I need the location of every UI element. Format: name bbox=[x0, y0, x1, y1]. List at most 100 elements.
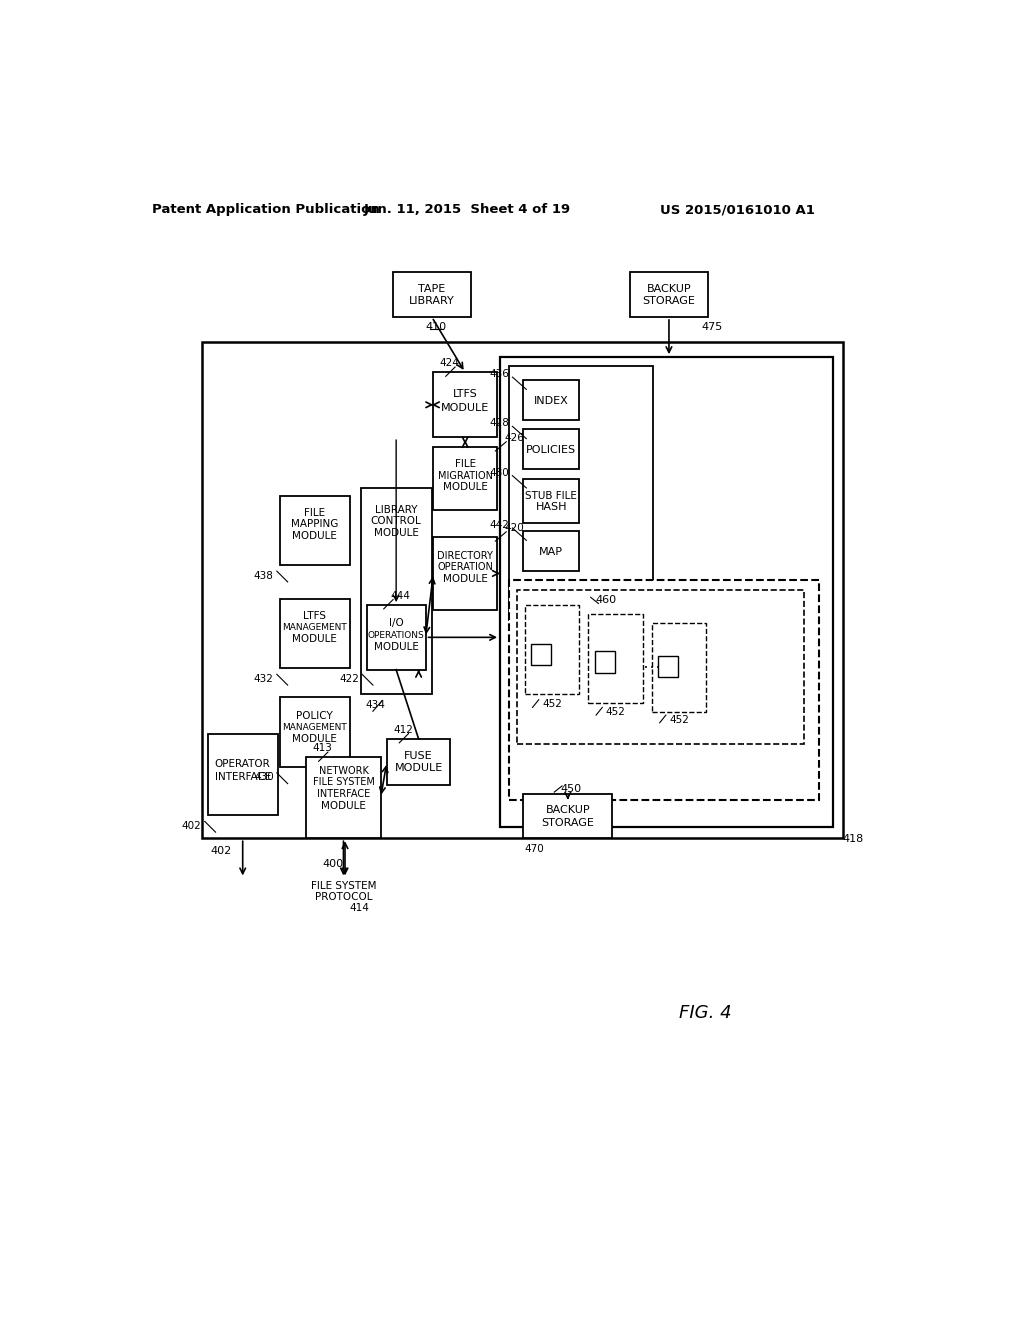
Text: INTERFACE: INTERFACE bbox=[316, 788, 370, 799]
Text: 402: 402 bbox=[211, 846, 232, 855]
Text: STORAGE: STORAGE bbox=[542, 818, 594, 828]
Bar bbox=[387, 739, 451, 785]
Bar bbox=[433, 447, 497, 511]
Text: 410: 410 bbox=[426, 322, 447, 333]
Bar bbox=[509, 581, 819, 800]
Bar bbox=[433, 372, 497, 437]
Text: 450: 450 bbox=[561, 784, 582, 795]
Bar bbox=[523, 380, 579, 420]
Text: FILE: FILE bbox=[455, 459, 476, 469]
Text: MODULE: MODULE bbox=[292, 531, 337, 541]
Text: LIBRARY: LIBRARY bbox=[409, 296, 455, 306]
Text: PROTOCOL: PROTOCOL bbox=[314, 892, 372, 902]
Text: POLICIES: POLICIES bbox=[526, 445, 577, 455]
Bar bbox=[595, 651, 614, 673]
Bar bbox=[589, 614, 643, 702]
Text: MAP: MAP bbox=[540, 546, 563, 557]
Text: MANAGEMENT: MANAGEMENT bbox=[283, 723, 347, 731]
Bar bbox=[523, 429, 579, 470]
Text: 428: 428 bbox=[489, 418, 509, 428]
Bar bbox=[280, 599, 349, 668]
Text: Jun. 11, 2015  Sheet 4 of 19: Jun. 11, 2015 Sheet 4 of 19 bbox=[364, 203, 571, 216]
Text: 424: 424 bbox=[439, 358, 460, 368]
Bar bbox=[280, 697, 349, 767]
Bar bbox=[630, 272, 708, 317]
Text: MODULE: MODULE bbox=[321, 801, 366, 810]
Text: 470: 470 bbox=[524, 843, 544, 854]
Text: MODULE: MODULE bbox=[292, 734, 337, 744]
Text: NETWORK: NETWORK bbox=[318, 767, 369, 776]
Text: 434: 434 bbox=[366, 700, 385, 710]
Text: TAPE: TAPE bbox=[418, 284, 445, 293]
Text: 413: 413 bbox=[312, 743, 333, 754]
Text: US 2015/0161010 A1: US 2015/0161010 A1 bbox=[659, 203, 814, 216]
Text: FUSE: FUSE bbox=[404, 751, 433, 760]
Text: 452: 452 bbox=[542, 700, 562, 709]
Text: 480: 480 bbox=[489, 467, 509, 478]
Text: CONTROL: CONTROL bbox=[371, 516, 422, 527]
Text: 430: 430 bbox=[254, 772, 273, 783]
Text: •: • bbox=[644, 665, 648, 671]
Text: 418: 418 bbox=[843, 834, 864, 843]
Text: OPERATIONS: OPERATIONS bbox=[368, 631, 425, 639]
Text: OPERATION: OPERATION bbox=[437, 561, 494, 572]
Bar bbox=[280, 496, 349, 565]
Text: MIGRATION: MIGRATION bbox=[437, 471, 493, 480]
Text: BACKUP: BACKUP bbox=[546, 805, 590, 814]
Text: MODULE: MODULE bbox=[374, 528, 419, 537]
Text: MODULE: MODULE bbox=[374, 642, 419, 652]
Text: INTERFACE: INTERFACE bbox=[214, 772, 271, 781]
Bar bbox=[360, 488, 432, 694]
Bar bbox=[652, 623, 707, 711]
Text: 438: 438 bbox=[254, 570, 273, 581]
Text: 426: 426 bbox=[505, 433, 524, 444]
Text: LTFS: LTFS bbox=[303, 611, 327, 620]
Bar bbox=[202, 342, 844, 838]
Bar bbox=[523, 795, 612, 838]
Text: MODULE: MODULE bbox=[442, 574, 487, 583]
Text: MODULE: MODULE bbox=[442, 482, 487, 492]
Text: INDEX: INDEX bbox=[534, 396, 568, 407]
Text: LTFS: LTFS bbox=[453, 389, 477, 399]
Text: •: • bbox=[650, 665, 654, 671]
Text: 414: 414 bbox=[349, 903, 369, 912]
Bar bbox=[208, 734, 278, 816]
Text: STUB FILE: STUB FILE bbox=[525, 491, 578, 500]
Text: 400: 400 bbox=[323, 859, 344, 870]
Bar bbox=[658, 656, 678, 677]
Text: 452: 452 bbox=[669, 714, 689, 725]
Text: FILE SYSTEM: FILE SYSTEM bbox=[310, 880, 376, 891]
Text: MODULE: MODULE bbox=[394, 763, 442, 774]
Bar bbox=[306, 758, 381, 838]
Text: FIG. 4: FIG. 4 bbox=[679, 1005, 732, 1022]
Bar bbox=[523, 479, 579, 524]
Text: DIRECTORY: DIRECTORY bbox=[437, 550, 494, 561]
Text: BACKUP: BACKUP bbox=[646, 284, 691, 293]
Text: 402: 402 bbox=[182, 821, 202, 832]
Bar bbox=[524, 605, 579, 693]
Text: 412: 412 bbox=[393, 725, 413, 735]
Text: MAPPING: MAPPING bbox=[291, 519, 339, 529]
Text: 444: 444 bbox=[390, 591, 410, 601]
Text: 420: 420 bbox=[505, 523, 524, 533]
Text: Patent Application Publication: Patent Application Publication bbox=[153, 203, 380, 216]
Text: 442: 442 bbox=[489, 520, 509, 529]
Bar bbox=[367, 605, 426, 669]
Text: FILE SYSTEM: FILE SYSTEM bbox=[312, 777, 375, 787]
Text: MODULE: MODULE bbox=[292, 634, 337, 644]
Text: •: • bbox=[656, 665, 660, 671]
Text: STORAGE: STORAGE bbox=[642, 296, 695, 306]
Text: I/O: I/O bbox=[389, 619, 403, 628]
Bar bbox=[433, 537, 497, 610]
Text: MANAGEMENT: MANAGEMENT bbox=[283, 623, 347, 632]
Text: HASH: HASH bbox=[536, 502, 567, 512]
Text: MODULE: MODULE bbox=[441, 403, 489, 413]
Bar bbox=[500, 358, 834, 826]
Bar bbox=[531, 644, 551, 665]
Text: LIBRARY: LIBRARY bbox=[375, 504, 418, 515]
Text: 452: 452 bbox=[605, 708, 626, 717]
Text: 460: 460 bbox=[596, 595, 616, 606]
Bar bbox=[393, 272, 471, 317]
Text: 475: 475 bbox=[701, 322, 722, 333]
Text: FILE: FILE bbox=[304, 508, 326, 517]
